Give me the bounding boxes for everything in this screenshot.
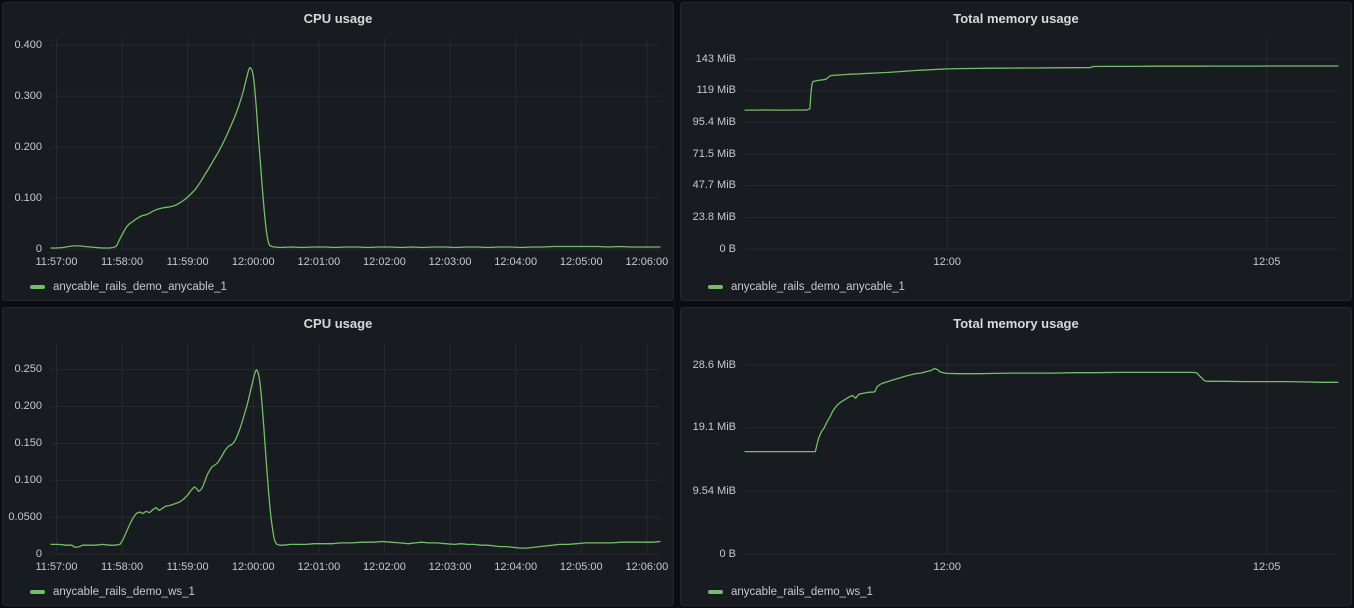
legend-item[interactable]: anycable_rails_demo_anycable_1 [30, 281, 227, 293]
x-axis-tick-label: 12:00:00 [231, 560, 275, 573]
chart-canvas[interactable] [681, 29, 1351, 274]
y-axis-tick-label: 0.100 [14, 473, 42, 486]
chart-canvas[interactable] [681, 334, 1351, 579]
x-axis-tick-label: 11:57:00 [35, 560, 78, 573]
series-line [744, 64, 1339, 111]
y-axis-tick-label: 95.4 MiB [692, 115, 736, 128]
panel-title[interactable]: Total memory usage [953, 316, 1079, 331]
x-axis-tick-label: 11:59:00 [166, 560, 209, 573]
y-axis-tick-label: 0 [35, 242, 42, 255]
y-axis-tick-label: 19.1 MiB [692, 421, 736, 434]
series-line [744, 367, 1339, 452]
legend: anycable_rails_demo_anycable_1 [3, 274, 673, 300]
x-axis-tick-label: 12:03:00 [428, 255, 472, 268]
x-axis-tick-label: 11:57:00 [35, 255, 78, 268]
y-axis-tick-label: 9.54 MiB [692, 484, 736, 497]
x-axis-tick-label: 11:58:00 [101, 560, 144, 573]
x-axis-tick-label: 11:58:00 [101, 255, 144, 268]
y-axis-tick-label: 47.7 MiB [692, 179, 736, 192]
x-axis-tick-label: 12:02:00 [363, 255, 406, 268]
x-axis-tick-label: 12:05:00 [559, 560, 603, 573]
panel-title[interactable]: Total memory usage [953, 11, 1079, 26]
legend-swatch-icon [708, 590, 723, 594]
y-axis-tick-label: 71.5 MiB [692, 147, 736, 160]
chart-canvas[interactable] [3, 29, 673, 274]
legend-item[interactable]: anycable_rails_demo_anycable_1 [708, 281, 905, 293]
chart-cpu-usage-anycable[interactable]: 0 0.100 0.200 0.300 0.400 11:57:00 11:58:00 11:… [3, 29, 673, 274]
y-axis-tick-label: 0.250 [14, 363, 42, 376]
chart-memory-usage-ws[interactable]: 0 B 9.54 MiB 19.1 MiB 28.6 MiB 12:00 12:05 [681, 334, 1351, 579]
panel-cpu-usage-ws: CPU usage 0 0.0500 0.100 0.150 0.200 0.250 11:… [2, 307, 674, 606]
x-axis-tick-label: 12:06:00 [625, 255, 669, 268]
y-axis-tick-label: 28.6 MiB [692, 358, 736, 371]
y-axis-tick-label: 23.8 MiB [692, 210, 736, 223]
legend-label: anycable_rails_demo_anycable_1 [53, 281, 227, 293]
x-axis-tick-label: 12:01:00 [297, 560, 341, 573]
y-axis-tick-label: 0.300 [14, 89, 42, 102]
chart-canvas[interactable] [3, 334, 673, 579]
legend-label: anycable_rails_demo_anycable_1 [731, 281, 905, 293]
legend: anycable_rails_demo_anycable_1 [681, 274, 1351, 300]
legend-swatch-icon [708, 285, 723, 289]
panel-title[interactable]: CPU usage [303, 316, 373, 331]
x-axis-tick-label: 12:06:00 [625, 560, 669, 573]
panel-cpu-usage-anycable: CPU usage 0 0.100 0.200 0.300 0.400 11:57:00 1… [2, 2, 674, 301]
chart-memory-usage-anycable[interactable]: 0 B 23.8 MiB 47.7 MiB 71.5 MiB 95.4 MiB 119 M… [681, 29, 1351, 274]
series-line [50, 368, 661, 549]
x-axis-tick-label: 12:05:00 [559, 255, 603, 268]
y-axis-tick-label: 0 B [719, 547, 736, 560]
series-line [50, 66, 661, 249]
y-axis-tick-label: 0.200 [14, 400, 42, 413]
legend-item[interactable]: anycable_rails_demo_ws_1 [708, 586, 873, 598]
x-axis-tick-label: 12:02:00 [363, 560, 406, 573]
x-axis-tick-label: 12:05 [1252, 560, 1281, 573]
y-axis-tick-label: 0.0500 [8, 510, 42, 523]
legend-label: anycable_rails_demo_ws_1 [53, 586, 195, 598]
y-axis-tick-label: 119 MiB [696, 84, 736, 97]
x-axis-tick-label: 12:03:00 [428, 560, 472, 573]
x-axis-tick-label: 11:59:00 [166, 255, 209, 268]
x-axis-tick-label: 12:01:00 [297, 255, 341, 268]
legend: anycable_rails_demo_ws_1 [681, 579, 1351, 605]
panel-title[interactable]: CPU usage [303, 11, 373, 26]
y-axis-tick-label: 0.200 [14, 140, 42, 153]
legend: anycable_rails_demo_ws_1 [3, 579, 673, 605]
y-axis-tick-label: 0 B [719, 242, 736, 255]
x-axis-tick-label: 12:00:00 [231, 255, 275, 268]
x-axis-tick-label: 12:00 [933, 255, 962, 268]
x-axis-tick-label: 12:00 [933, 560, 962, 573]
chart-cpu-usage-ws[interactable]: 0 0.0500 0.100 0.150 0.200 0.250 11:57:00 11:58… [3, 334, 673, 579]
x-axis-tick-label: 12:04:00 [494, 255, 538, 268]
x-axis-tick-label: 12:05 [1252, 255, 1281, 268]
panel-memory-usage-anycable: Total memory usage 0 B 23.8 MiB 47.7 MiB 71… [680, 2, 1352, 301]
x-axis-tick-label: 12:04:00 [494, 560, 538, 573]
panel-memory-usage-ws: Total memory usage 0 B 9.54 MiB 19.1 MiB 28… [680, 307, 1352, 606]
y-axis-tick-label: 0 [35, 547, 42, 560]
legend-swatch-icon [30, 590, 45, 594]
legend-label: anycable_rails_demo_ws_1 [731, 586, 873, 598]
y-axis-tick-label: 143 MiB [695, 52, 736, 65]
y-axis-tick-label: 0.100 [14, 191, 42, 204]
legend-swatch-icon [30, 285, 45, 289]
legend-item[interactable]: anycable_rails_demo_ws_1 [30, 586, 195, 598]
y-axis-tick-label: 0.400 [14, 38, 42, 51]
y-axis-tick-label: 0.150 [14, 437, 42, 450]
